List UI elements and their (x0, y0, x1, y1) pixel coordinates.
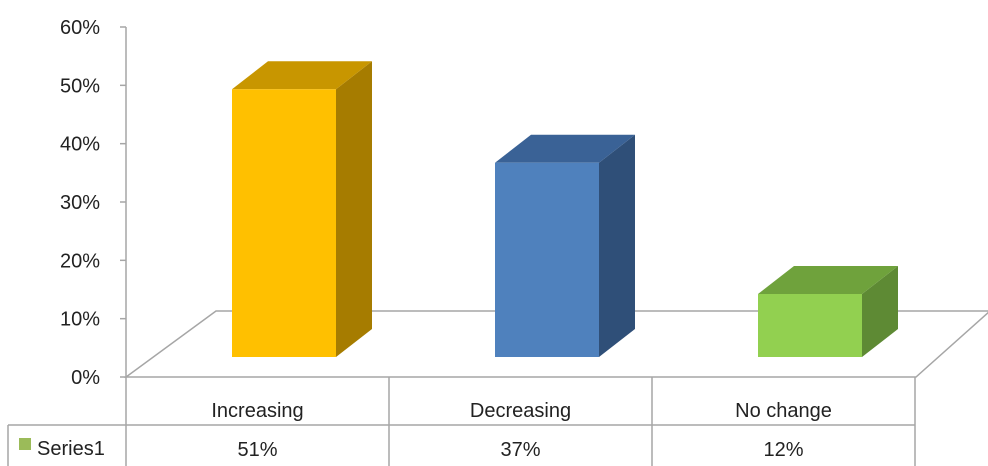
data-label: 37% (500, 439, 540, 461)
y-tick-label: 40% (60, 134, 100, 156)
data-label: 51% (237, 439, 277, 461)
bar (232, 61, 372, 357)
data-table: Increasing 51% Decreasing 37% No change 12% Se… (7, 377, 916, 466)
bar-top-face (758, 266, 898, 294)
y-tick-label: 60% (60, 17, 100, 39)
y-tick-label: 30% (60, 192, 100, 214)
bar (758, 266, 898, 357)
bar-top-face (232, 61, 372, 90)
y-tick-label: 10% (60, 309, 100, 331)
bar-top-face (495, 134, 635, 163)
y-tick-label: 20% (60, 250, 100, 272)
bar-side-face (336, 61, 372, 357)
y-tick-label: 50% (60, 75, 100, 97)
data-label: 12% (763, 439, 803, 461)
bar-series (232, 61, 898, 357)
value-axis: 0% 10% 20% 30% 40% 50% 60% (60, 17, 127, 389)
category-label: No change (735, 400, 832, 422)
bar-side-face (599, 134, 635, 357)
bar-side-face (862, 266, 898, 357)
bar-front-face (758, 294, 862, 357)
bar (495, 134, 635, 357)
category-label: Decreasing (470, 400, 571, 422)
bar-front-face (495, 162, 599, 357)
category-label: Increasing (211, 400, 303, 422)
y-tick-label: 0% (71, 367, 100, 389)
legend-label: Series1 (37, 438, 105, 460)
legend-key (19, 438, 31, 450)
bar-front-face (232, 89, 336, 357)
